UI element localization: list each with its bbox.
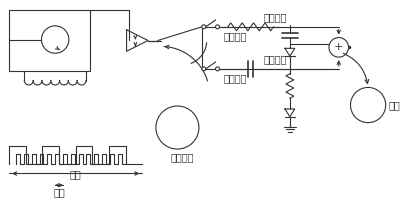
Text: 高频采样: 高频采样 — [223, 74, 246, 84]
Text: 积分电路: 积分电路 — [263, 12, 286, 22]
Circle shape — [328, 38, 348, 57]
Circle shape — [350, 88, 385, 123]
Text: 输出: 输出 — [388, 100, 399, 110]
Text: +: + — [333, 42, 342, 52]
Text: 流体噪声: 流体噪声 — [170, 152, 194, 162]
Text: 微分电路: 微分电路 — [263, 54, 286, 64]
Circle shape — [215, 25, 219, 29]
Text: 低频采样: 低频采样 — [223, 32, 246, 42]
Circle shape — [156, 106, 198, 149]
Bar — [9, 10, 90, 71]
Text: 高频: 高频 — [53, 187, 65, 197]
Circle shape — [201, 25, 205, 29]
Text: 低频: 低频 — [70, 169, 81, 180]
Circle shape — [201, 67, 205, 71]
Circle shape — [41, 26, 69, 53]
Circle shape — [215, 67, 219, 71]
